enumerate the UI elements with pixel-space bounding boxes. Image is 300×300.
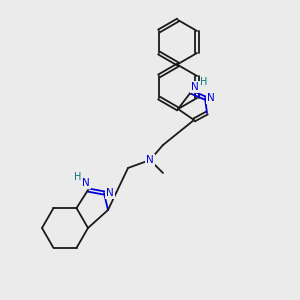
Text: N: N	[207, 93, 215, 103]
Text: N: N	[146, 155, 154, 165]
Text: H: H	[200, 77, 208, 87]
Text: N: N	[82, 178, 90, 188]
Text: N: N	[191, 82, 199, 92]
Text: H: H	[74, 172, 82, 182]
Text: N: N	[106, 188, 114, 198]
